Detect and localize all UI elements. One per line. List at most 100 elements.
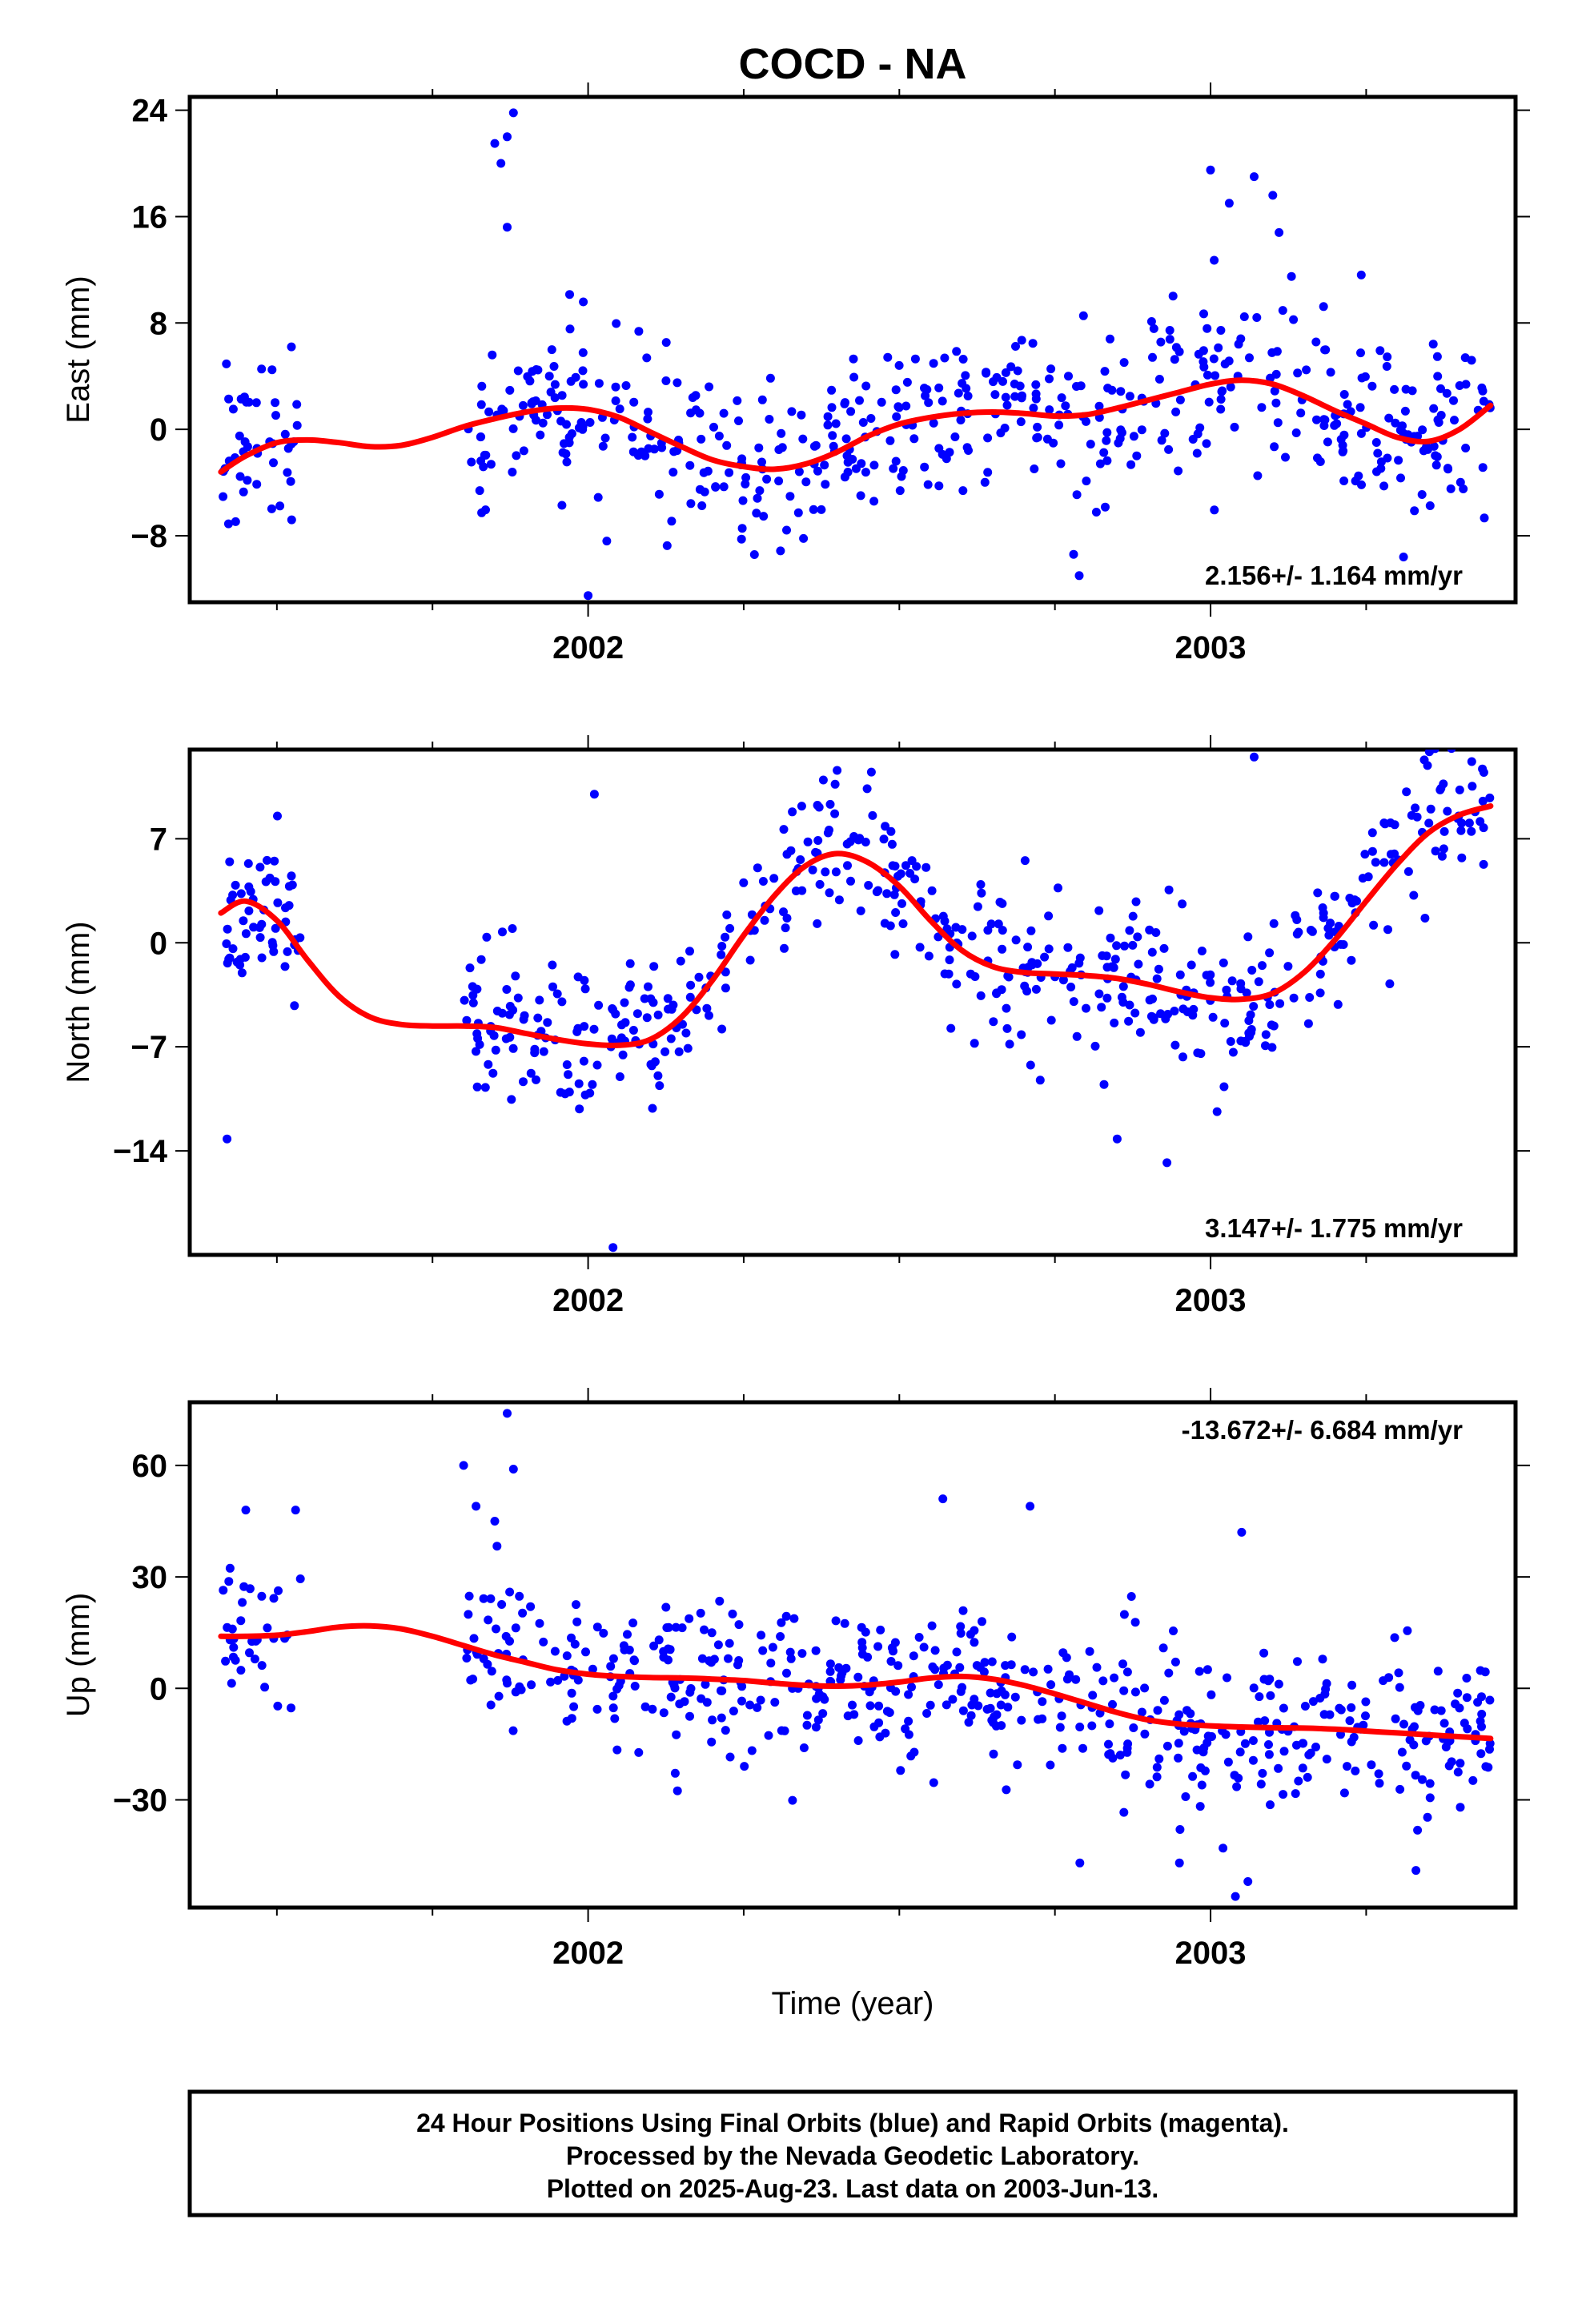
north-data-point <box>1109 963 1118 972</box>
east-data-point <box>1429 441 1439 451</box>
north-data-point <box>1227 976 1237 986</box>
east-data-point <box>1168 292 1178 301</box>
north-data-point <box>779 825 789 834</box>
north-data-point <box>1243 932 1253 942</box>
north-data-point <box>1258 961 1267 971</box>
north-data-point <box>280 962 290 971</box>
up-axis-label: Up (mm) <box>61 1593 96 1718</box>
east-data-point <box>496 159 506 168</box>
up-data-point <box>245 1648 254 1658</box>
up-data-point <box>1411 1866 1421 1876</box>
north-data-point <box>223 1134 232 1144</box>
north-data-point <box>901 861 910 870</box>
east-data-point <box>1001 392 1010 402</box>
north-data-point <box>779 907 788 917</box>
up-data-point <box>511 1623 520 1633</box>
up-data-point <box>1361 1711 1370 1721</box>
north-data-point <box>617 1020 626 1030</box>
east-data-point <box>1455 381 1464 390</box>
north-data-point <box>910 875 920 884</box>
north-axis-label: North (mm) <box>61 921 96 1083</box>
east-data-point <box>657 443 667 452</box>
north-data-point <box>825 799 835 809</box>
north-data-point <box>580 975 589 985</box>
east-data-point <box>1383 352 1392 362</box>
north-data-point <box>1072 1031 1082 1041</box>
north-data-point <box>649 962 659 971</box>
east-data-point <box>280 429 290 439</box>
up-data-point <box>486 1700 496 1710</box>
up-data-point <box>1299 1739 1308 1748</box>
north-data-point <box>1347 899 1357 908</box>
north-data-point <box>685 947 694 956</box>
east-data-point <box>669 447 679 456</box>
north-data-point <box>1423 761 1432 770</box>
east-data-point <box>1086 440 1095 449</box>
north-data-point <box>484 1059 493 1069</box>
east-data-point <box>578 366 588 376</box>
up-data-point <box>1395 1683 1404 1692</box>
north-data-point <box>989 1017 998 1027</box>
east-data-point <box>733 396 742 405</box>
north-data-point <box>648 1104 657 1113</box>
up-data-point <box>501 1631 511 1641</box>
up-data-point <box>1339 1788 1349 1798</box>
up-data-point <box>956 1622 966 1631</box>
east-data-point <box>1367 381 1377 391</box>
east-data-point <box>481 450 491 460</box>
north-data-point <box>1249 1002 1259 1011</box>
east-data-point <box>508 468 517 476</box>
up-data-point <box>777 1618 786 1627</box>
east-data-point <box>958 355 968 364</box>
east-data-point <box>269 458 278 468</box>
east-data-point <box>490 139 500 148</box>
north-data-point <box>815 879 825 889</box>
north-data-point <box>472 1047 480 1056</box>
up-data-point <box>966 1711 976 1720</box>
east-data-point <box>1391 418 1400 428</box>
up-data-point <box>1274 1679 1283 1689</box>
up-data-point <box>1485 1739 1495 1748</box>
east-data-point <box>737 524 747 533</box>
east-data-point <box>1278 306 1287 316</box>
north-data-point <box>1196 1049 1206 1059</box>
east-data-point <box>252 480 262 489</box>
up-data-point <box>1043 1664 1053 1674</box>
up-data-point <box>970 1638 979 1647</box>
east-data-point <box>1293 368 1303 378</box>
up-data-point <box>492 1624 500 1634</box>
north-data-point <box>830 809 840 818</box>
north-data-point <box>1124 1016 1134 1026</box>
north-data-point <box>1485 793 1495 802</box>
up-data-point <box>1476 1749 1486 1759</box>
east-data-point <box>1449 396 1458 405</box>
up-data-point <box>896 1766 905 1775</box>
east-data-point <box>1311 337 1321 347</box>
east-data-point <box>661 376 671 385</box>
north-data-point <box>862 784 872 794</box>
up-data-point <box>1182 1706 1191 1715</box>
east-data-point <box>1270 442 1279 452</box>
up-data-point <box>236 1666 246 1675</box>
north-data-point <box>615 1072 624 1081</box>
up-data-point <box>608 1654 618 1663</box>
east-data-point <box>1002 400 1012 410</box>
up-data-point <box>781 1611 791 1621</box>
up-data-point <box>1065 1670 1074 1679</box>
east-data-point <box>823 420 833 430</box>
north-data-point <box>539 1047 548 1056</box>
east-data-point <box>1390 384 1399 394</box>
north-data-point <box>1031 984 1041 994</box>
up-data-point <box>707 1628 717 1638</box>
east-data-point <box>883 352 893 362</box>
up-data-point <box>825 1659 835 1669</box>
east-data-point <box>1018 391 1026 400</box>
east-data-point <box>851 464 861 473</box>
east-data-point <box>643 414 652 424</box>
north-data-point <box>1197 947 1207 955</box>
east-data-point <box>1239 312 1249 321</box>
east-data-point <box>741 479 750 489</box>
north-data-point <box>924 951 934 961</box>
north-data-point <box>491 1045 500 1055</box>
east-xtick-label: 2003 <box>1175 630 1247 665</box>
